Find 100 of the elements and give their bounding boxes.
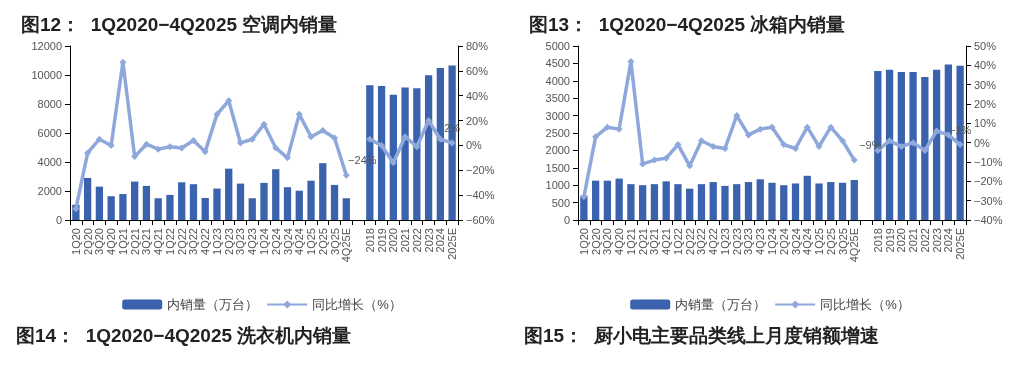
bar <box>142 185 151 220</box>
bar <box>591 180 600 220</box>
y2-tick-label: −20% <box>466 164 495 177</box>
y2-tick-label: −40% <box>466 189 495 202</box>
point <box>909 139 917 147</box>
y-tick-label: 8000 <box>37 98 62 110</box>
y-tick-label: 3000 <box>545 109 570 122</box>
y2-tick-label: −40% <box>974 214 1003 226</box>
bar <box>909 72 917 220</box>
y-tick-label: 5000 <box>545 40 570 52</box>
x-tick-label: 4Q20 <box>613 228 626 255</box>
x-tick-label: 2Q23 <box>730 228 743 255</box>
x-tick-label: 2023 <box>930 228 943 253</box>
x-tick-label: 3Q22 <box>695 228 708 255</box>
x-tick-label: 2018 <box>871 228 884 253</box>
point <box>342 171 350 179</box>
bar <box>377 86 386 220</box>
point <box>236 139 244 147</box>
y2-tick-label: 30% <box>974 78 997 91</box>
bar <box>154 198 162 220</box>
x-tick-label: 1Q20 <box>69 228 82 255</box>
x-tick-label: 2022 <box>410 228 423 253</box>
y2-tick-label: 40% <box>974 59 997 72</box>
bar <box>248 198 256 220</box>
point <box>72 205 80 213</box>
bar <box>330 184 339 220</box>
point <box>248 135 256 143</box>
point <box>142 140 150 148</box>
x-tick-label: 3Q22 <box>187 228 200 255</box>
bar <box>95 186 104 220</box>
x-tick-label: 1Q24 <box>766 228 778 255</box>
point <box>319 127 327 135</box>
x-tick-label: 2020 <box>895 228 908 253</box>
caption: 图15： 厨小电主要品类线上月度销额增速 <box>524 325 879 346</box>
x-tick-label: 1Q24 <box>258 228 270 255</box>
y2-tick-label: 40% <box>466 89 489 102</box>
x-tick-label: 3Q20 <box>601 228 614 255</box>
x-tick-label: 2021 <box>907 228 920 253</box>
bar <box>791 183 800 220</box>
bar <box>768 182 776 220</box>
bar <box>932 69 941 220</box>
x-tick-label: 4Q24 <box>293 228 306 255</box>
y-tick-label: 1000 <box>545 179 570 192</box>
bar <box>401 87 409 220</box>
bar <box>838 182 847 220</box>
y2-tick-label: 60% <box>466 64 489 77</box>
x-tick-label: 3Q21 <box>140 228 153 255</box>
y2-tick-label: −10% <box>974 156 1003 168</box>
x-tick-label: 1Q25 <box>813 228 826 255</box>
point <box>839 137 847 145</box>
y2-tick-label: 0% <box>974 136 991 149</box>
x-tick-label: 2Q21 <box>128 228 141 255</box>
x-tick-label: 4Q25E <box>848 228 861 263</box>
x-tick-label: 2020 <box>387 228 400 253</box>
y-tick-label: 6000 <box>37 127 62 139</box>
x-tick-label: 4Q20 <box>105 228 118 255</box>
bar <box>225 168 233 220</box>
y-tick-label: 12000 <box>31 40 62 52</box>
x-tick-label: 2Q20 <box>589 228 602 255</box>
x-tick-label: 2Q20 <box>81 228 94 255</box>
y2-tick-label: 0% <box>466 139 483 152</box>
x-tick-label: 2Q24 <box>269 228 282 255</box>
bar <box>424 75 433 220</box>
legend-label: 同比增长（%） <box>312 297 402 312</box>
x-tick-label: 1Q22 <box>671 228 684 255</box>
bar <box>283 187 292 220</box>
point <box>933 127 941 135</box>
point <box>697 137 705 145</box>
x-tick-label: 1Q25 <box>305 228 318 255</box>
point <box>189 136 197 144</box>
y2-tick-label: 80% <box>466 40 489 52</box>
point <box>213 110 221 118</box>
x-tick-label: 2Q22 <box>683 228 696 255</box>
bar <box>436 68 445 220</box>
bar <box>885 69 894 220</box>
bar <box>662 181 670 220</box>
point <box>956 141 964 149</box>
point <box>886 137 894 145</box>
y-tick-label: 4000 <box>37 156 62 168</box>
bar <box>709 182 717 220</box>
point <box>674 141 682 149</box>
x-tick-label: 2019 <box>375 228 388 253</box>
x-tick-label: 3Q23 <box>742 228 755 255</box>
x-tick-label: 1Q23 <box>210 228 223 255</box>
y2-tick-label: −20% <box>974 175 1003 188</box>
bar <box>342 198 350 220</box>
point <box>709 143 717 151</box>
x-tick-label: 4Q23 <box>754 228 767 255</box>
chart-title: 图13： 1Q2020−4Q2025 冰箱内销量 <box>529 14 846 35</box>
point <box>84 149 92 157</box>
bar <box>627 184 635 220</box>
bar <box>260 182 268 220</box>
y-tick-label: 4000 <box>545 74 570 87</box>
point <box>95 135 103 143</box>
bar <box>295 190 303 220</box>
point <box>331 134 339 142</box>
point <box>792 144 800 152</box>
bar <box>389 94 397 220</box>
data-label: −1% <box>948 123 972 136</box>
bar <box>780 185 788 220</box>
